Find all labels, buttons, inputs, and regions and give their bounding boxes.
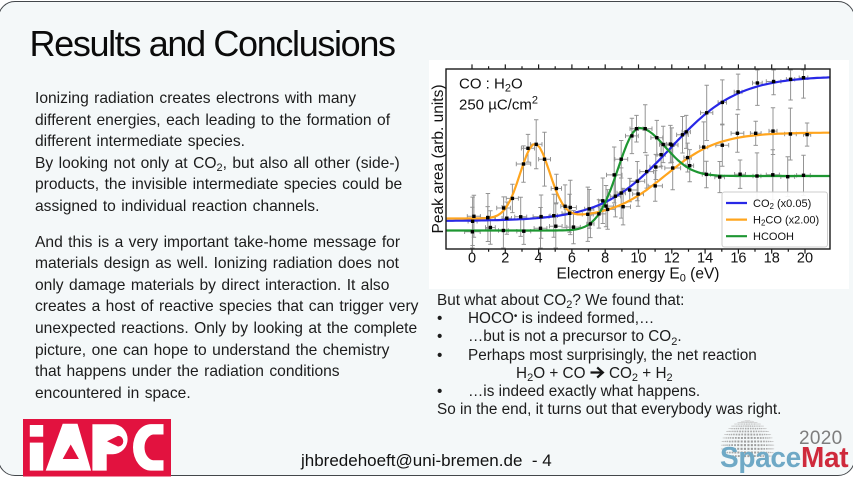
svg-text:8: 8 (601, 251, 609, 267)
svg-text:SpaceMat: SpaceMat (720, 441, 849, 473)
svg-text:14: 14 (697, 251, 713, 267)
svg-text:0: 0 (468, 251, 476, 267)
svg-text:2: 2 (501, 251, 509, 267)
svg-text:4: 4 (535, 251, 543, 267)
svg-text:CO2 (x0.05): CO2 (x0.05) (753, 198, 811, 211)
svg-text:2020: 2020 (799, 428, 842, 449)
svg-text:HCOOH: HCOOH (753, 231, 794, 243)
svg-text:6: 6 (568, 251, 576, 267)
svg-text:Peak area (arb. units): Peak area (arb. units) (430, 84, 447, 233)
svg-text:12: 12 (664, 251, 680, 267)
svg-text:CO : H2O: CO : H2O (459, 75, 523, 94)
svg-text:250 µC/cm2: 250 µC/cm2 (459, 95, 538, 114)
svg-text:20: 20 (797, 251, 813, 267)
svg-text:10: 10 (630, 251, 646, 267)
svg-text:18: 18 (764, 251, 780, 267)
svg-text:Electron energy E0 (eV): Electron energy E0 (eV) (557, 266, 720, 285)
svg-text:H2CO (x2.00): H2CO (x2.00) (753, 214, 819, 227)
svg-text:16: 16 (730, 251, 746, 267)
